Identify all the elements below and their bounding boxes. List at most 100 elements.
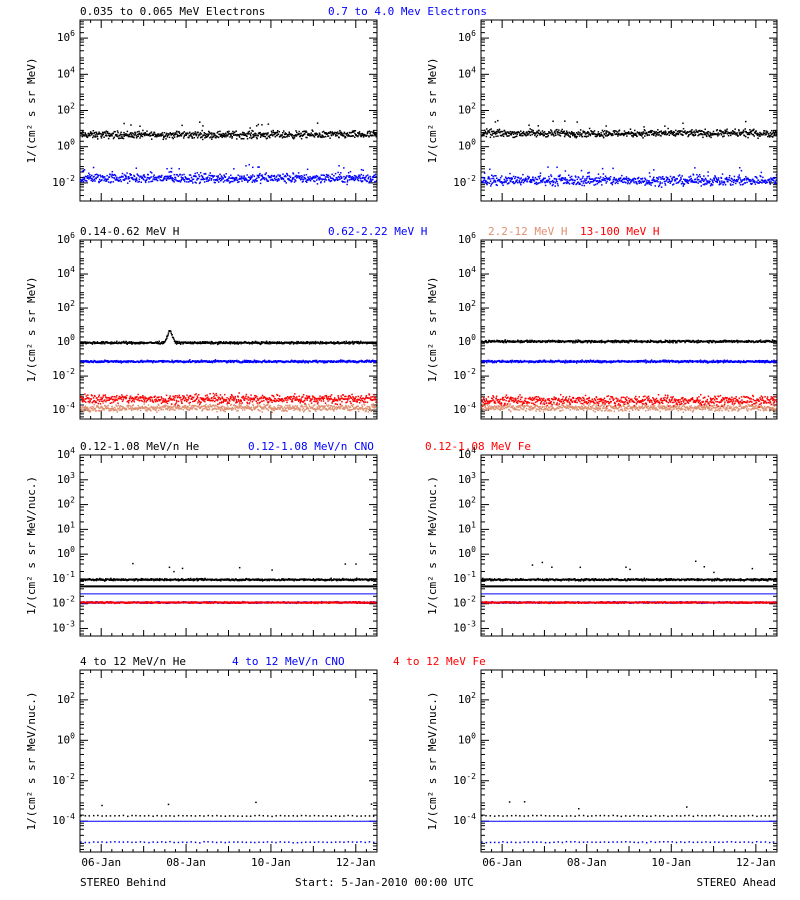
data-point	[96, 135, 99, 138]
data-point	[354, 178, 357, 181]
data-point	[745, 175, 747, 178]
data-point	[139, 409, 142, 412]
data-point	[156, 179, 159, 182]
data-point	[548, 178, 551, 180]
data-point	[325, 179, 328, 181]
data-point	[579, 131, 581, 134]
data-point	[336, 131, 339, 133]
data-point	[627, 182, 629, 185]
data-point	[508, 182, 510, 184]
data-point	[95, 132, 98, 134]
data-point	[730, 184, 732, 186]
data-point	[163, 131, 166, 134]
data-point	[285, 360, 287, 362]
data-point	[735, 134, 737, 136]
data-point	[304, 131, 307, 133]
data-point	[200, 178, 202, 181]
data-point	[644, 135, 646, 137]
data-point	[301, 361, 303, 364]
data-point	[178, 360, 181, 363]
data-point	[191, 361, 193, 363]
data-point	[680, 183, 683, 185]
data-point	[183, 173, 185, 176]
data-point	[114, 406, 116, 409]
data-point	[240, 178, 242, 180]
data-point	[501, 130, 504, 133]
data-point	[139, 342, 142, 345]
data-point	[727, 134, 730, 137]
data-point	[199, 133, 201, 136]
data-point	[516, 135, 518, 137]
data-point	[711, 180, 714, 183]
data-point	[588, 133, 591, 135]
data-point	[208, 130, 210, 133]
y-tick-label: 102	[57, 102, 75, 117]
data-point	[316, 133, 319, 135]
data-point	[238, 134, 240, 137]
data-point	[103, 408, 105, 410]
data-point	[284, 136, 286, 138]
data-point	[272, 134, 274, 137]
data-point	[681, 130, 683, 132]
data-point	[538, 177, 541, 180]
data-point	[337, 342, 339, 344]
data-point	[194, 131, 197, 133]
data-point	[231, 359, 234, 362]
data-point	[737, 176, 739, 178]
data-point	[483, 177, 486, 180]
data-point	[276, 131, 279, 134]
data-point	[130, 174, 132, 176]
data-point	[360, 360, 362, 363]
data-point	[352, 177, 354, 180]
data-point	[313, 341, 316, 344]
data-point	[242, 131, 244, 134]
data-point	[772, 136, 774, 138]
data-point	[489, 180, 492, 182]
outlier-point	[707, 171, 709, 173]
data-point	[638, 131, 641, 134]
data-point	[139, 137, 141, 139]
data-point	[752, 178, 754, 181]
data-point	[705, 135, 708, 138]
data-point	[335, 132, 338, 134]
data-point	[83, 410, 85, 413]
data-point	[178, 130, 180, 133]
data-point	[176, 340, 178, 343]
data-point	[114, 175, 117, 177]
data-point	[714, 176, 717, 178]
panel-title: 0.7 to 4.0 Mev Electrons	[328, 5, 487, 18]
data-point	[195, 361, 198, 364]
data-point	[97, 405, 99, 407]
data-point	[271, 132, 273, 134]
data-point	[696, 173, 698, 176]
data-point	[167, 175, 169, 178]
data-point	[289, 361, 292, 363]
data-point	[554, 185, 556, 187]
data-point	[698, 180, 701, 183]
data-point	[219, 173, 221, 176]
data-point	[752, 134, 755, 136]
data-point	[528, 133, 530, 135]
data-point	[499, 179, 501, 181]
data-point	[658, 131, 660, 134]
data-point	[226, 135, 229, 137]
data-point	[189, 341, 192, 343]
data-point	[218, 177, 221, 180]
data-point	[319, 178, 322, 180]
data-point	[573, 181, 575, 184]
data-point	[219, 360, 221, 362]
data-point	[223, 136, 226, 138]
data-point	[270, 342, 272, 345]
data-point	[332, 361, 335, 363]
data-point	[289, 343, 291, 345]
data-point	[101, 179, 103, 181]
data-point	[502, 133, 505, 135]
data-point	[493, 136, 495, 138]
data-point	[107, 178, 109, 180]
data-point	[498, 128, 501, 131]
data-point	[190, 133, 192, 136]
data-point	[106, 135, 108, 137]
data-point	[313, 135, 315, 137]
data-point	[106, 360, 109, 363]
